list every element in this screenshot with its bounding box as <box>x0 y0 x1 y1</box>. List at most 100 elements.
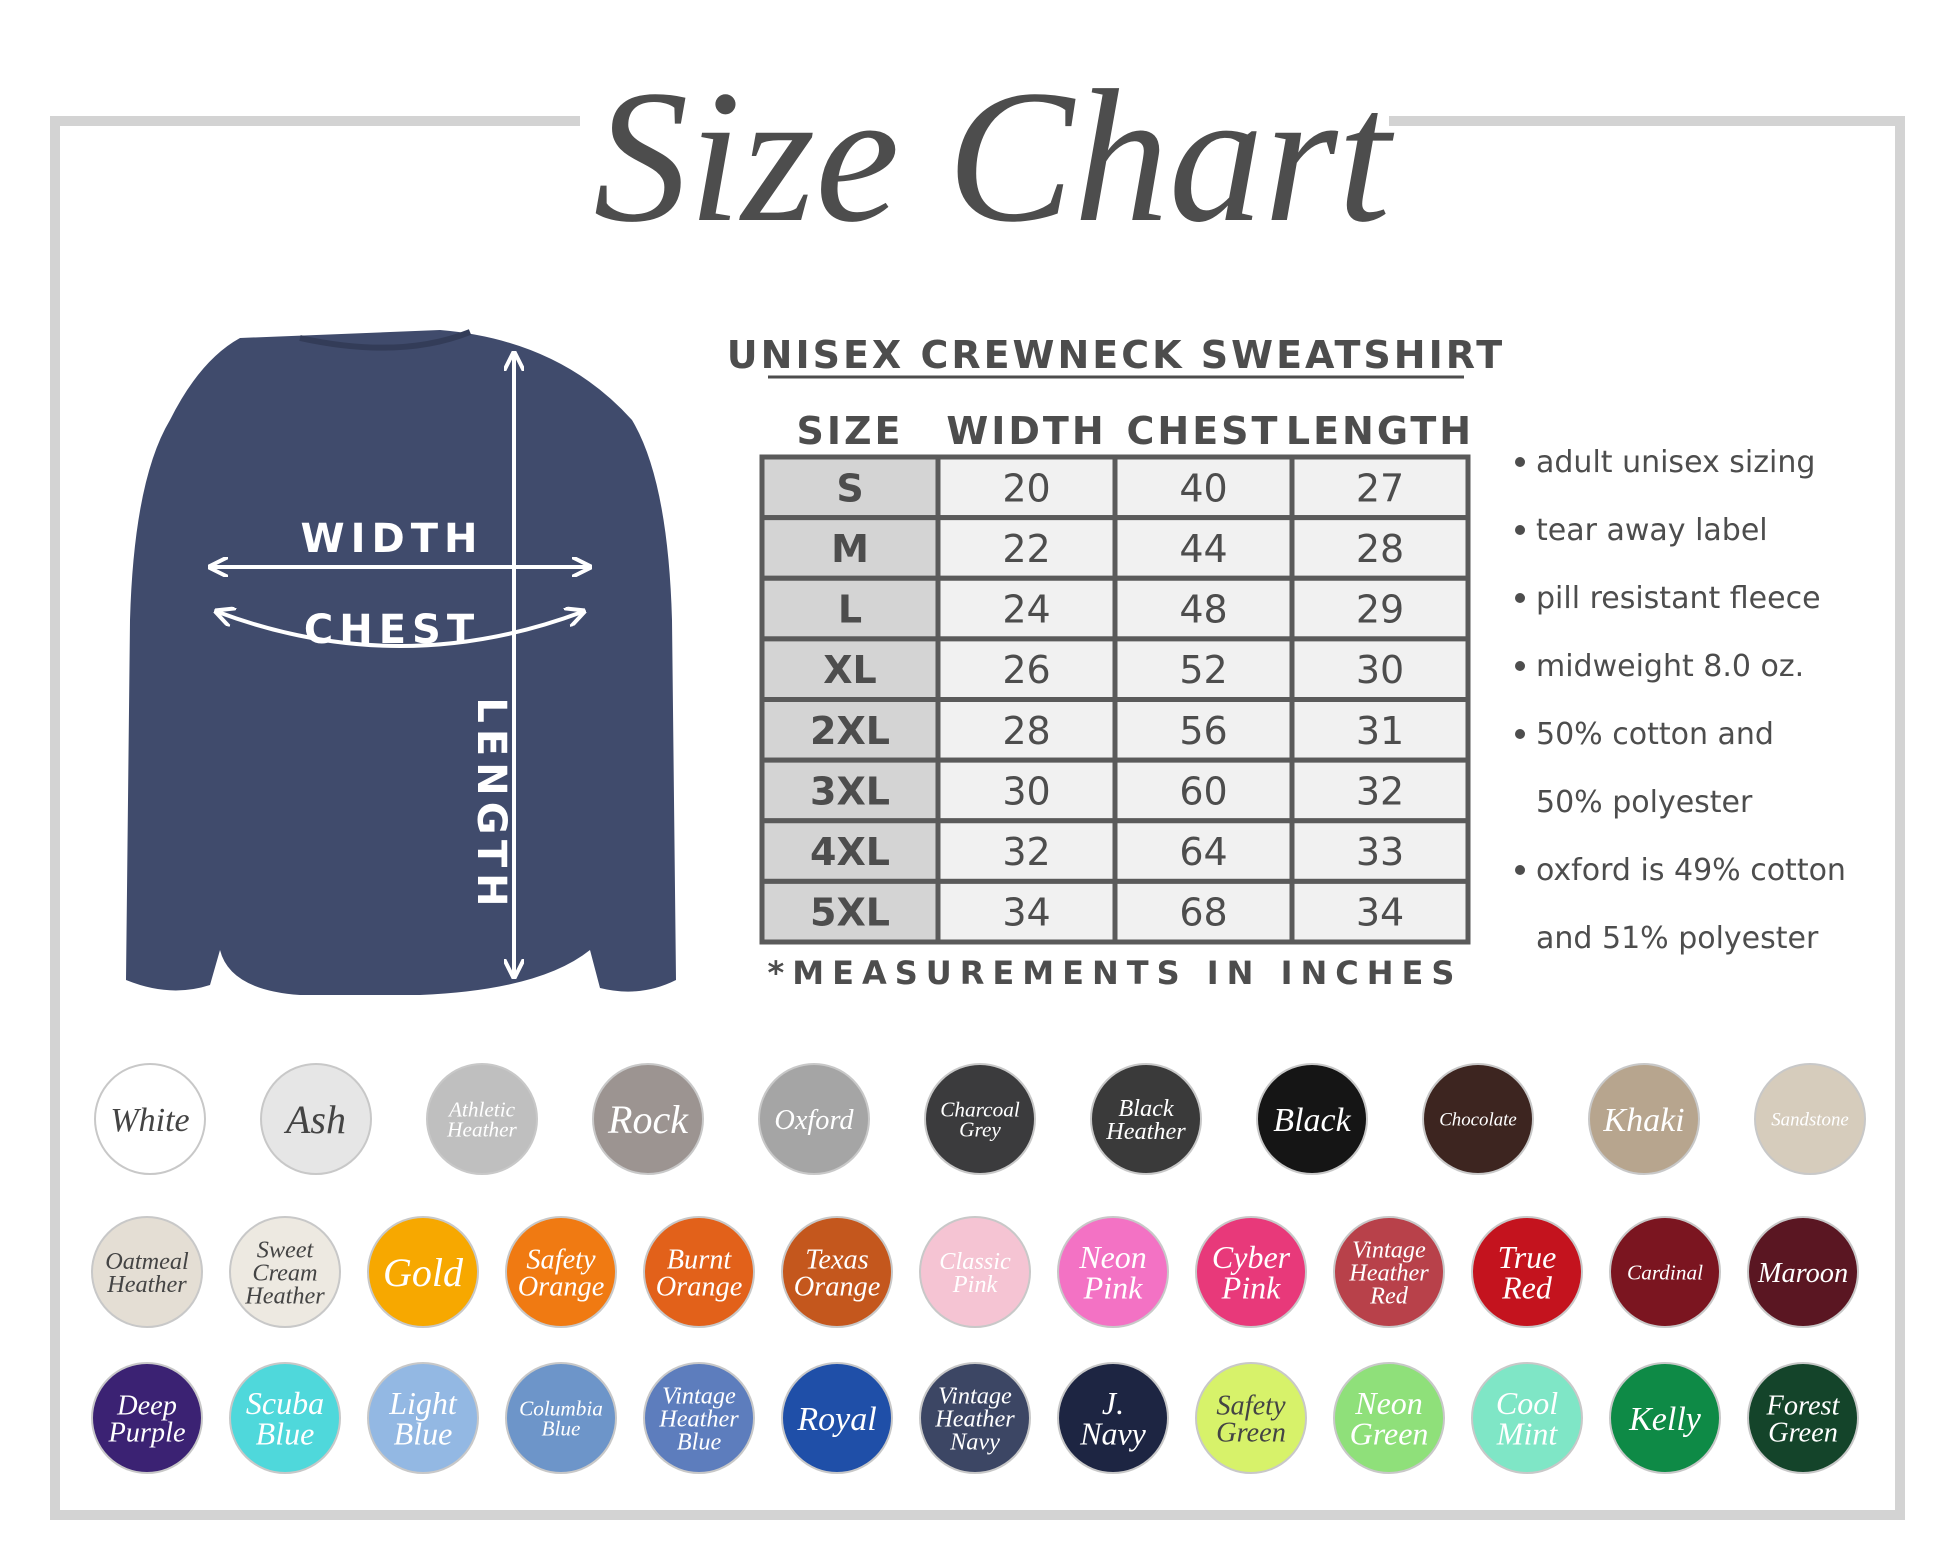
swatch <box>1195 1362 1307 1474</box>
swatch <box>1090 1063 1202 1175</box>
swatch <box>643 1216 755 1328</box>
size-cell: S <box>836 466 863 510</box>
bullet <box>1515 661 1525 671</box>
feature-text: tear away label <box>1536 513 1768 548</box>
swatch <box>229 1216 341 1328</box>
bullet <box>1515 525 1525 535</box>
swatch-label: Mint <box>1496 1415 1559 1451</box>
footnote: *MEASUREMENTS IN INCHES <box>768 954 1463 992</box>
swatch-label: Pink <box>1221 1269 1281 1305</box>
value-cell: 27 <box>1356 466 1404 510</box>
swatch-label: J. <box>1102 1385 1124 1421</box>
value-cell: 33 <box>1356 830 1404 874</box>
swatch-label: Blue <box>677 1429 722 1456</box>
bullet <box>1515 593 1525 603</box>
header-cell: WIDTH <box>946 409 1106 453</box>
swatch-label: Heather <box>1348 1260 1429 1287</box>
cell <box>759 454 941 521</box>
swatch-label: Black <box>1118 1095 1174 1122</box>
swatch <box>643 1362 755 1474</box>
cell <box>1112 575 1295 642</box>
swatch <box>919 1216 1031 1328</box>
swatch-label: Green <box>1216 1417 1286 1448</box>
size-cell: 2XL <box>810 709 890 753</box>
swatch-label: Safety <box>1216 1390 1286 1421</box>
swatch-label: Burnt <box>667 1244 733 1275</box>
swatch-label: Charcoal <box>940 1097 1020 1121</box>
swatch-label: Red <box>1369 1283 1409 1310</box>
swatch <box>367 1216 479 1328</box>
bullet <box>1515 457 1525 467</box>
swatch-label: Athletic <box>447 1097 516 1121</box>
swatch-label: Sandstone <box>1771 1110 1849 1131</box>
swatch <box>924 1063 1036 1175</box>
swatch <box>229 1362 341 1474</box>
header-cell: SIZE <box>796 409 903 453</box>
value-cell: 34 <box>1002 891 1050 935</box>
swatch-label: Forest <box>1766 1390 1841 1421</box>
swatch <box>781 1216 893 1328</box>
size-cell: 3XL <box>810 769 890 813</box>
swatch <box>1333 1216 1445 1328</box>
swatch-label: Texas <box>805 1244 869 1275</box>
swatch <box>1471 1216 1583 1328</box>
value-cell: 34 <box>1356 891 1404 935</box>
swatch-label: Blue <box>256 1415 315 1451</box>
swatch <box>1754 1063 1866 1175</box>
swatch-label: Neon <box>1354 1385 1423 1421</box>
swatch-label: Blue <box>394 1415 453 1451</box>
cell <box>1289 575 1471 642</box>
value-cell: 24 <box>1002 588 1050 632</box>
bullet <box>1515 865 1525 875</box>
swatch <box>1747 1216 1859 1328</box>
swatch-label: Light <box>388 1385 458 1421</box>
swatch <box>1609 1362 1721 1474</box>
swatch <box>260 1063 372 1175</box>
swatch <box>1747 1362 1859 1474</box>
swatch <box>94 1063 206 1175</box>
value-cell: 31 <box>1356 709 1404 753</box>
bullet <box>1515 729 1525 739</box>
swatch-label: Royal <box>796 1401 876 1438</box>
feature-text: 50% cotton and <box>1536 717 1774 752</box>
swatch <box>1195 1216 1307 1328</box>
swatch-label: Green <box>1350 1415 1429 1451</box>
value-cell: 26 <box>1002 648 1050 692</box>
swatch-label: Navy <box>1079 1415 1147 1451</box>
size-cell: XL <box>823 648 877 692</box>
header-cell: CHEST <box>1127 409 1281 453</box>
cell <box>1289 757 1471 824</box>
swatch-label: Navy <box>949 1429 1000 1456</box>
swatch-label: Orange <box>656 1271 743 1302</box>
table: SIZE WIDTH CHEST LENGTH S 20 40 27 M 22 44 28 L 24 48 2… <box>759 409 1471 945</box>
swatch-label: Rock <box>607 1097 689 1142</box>
swatch <box>1057 1216 1169 1328</box>
swatch <box>91 1216 203 1328</box>
value-cell: 29 <box>1356 588 1404 632</box>
cell <box>935 878 1118 945</box>
value-cell: 20 <box>1002 466 1050 510</box>
swatch <box>1333 1362 1445 1474</box>
value-cell: 30 <box>1356 648 1404 692</box>
swatch-label: Kelly <box>1628 1401 1702 1438</box>
value-cell: 32 <box>1356 769 1404 813</box>
value-cell: 28 <box>1002 709 1050 753</box>
value-cell: 32 <box>1002 830 1050 874</box>
size-cell: 4XL <box>810 830 890 874</box>
value-cell: 40 <box>1179 466 1227 510</box>
value-cell: 48 <box>1179 588 1227 632</box>
value-cell: 52 <box>1179 648 1227 692</box>
cell <box>935 515 1118 581</box>
cell <box>759 878 941 945</box>
swatch-label: Heather <box>244 1283 325 1310</box>
title: Size Chart <box>593 52 1394 262</box>
swatch-label: Pink <box>1083 1269 1143 1305</box>
cell <box>935 575 1118 642</box>
table-title: UNISEX CREWNECK SWEATSHIRT <box>727 333 1505 377</box>
swatch-label: True <box>1498 1239 1557 1275</box>
swatch <box>1422 1063 1534 1175</box>
sweatshirt: WIDTH CHEST LENGTH <box>126 329 676 995</box>
cell <box>1112 697 1295 763</box>
